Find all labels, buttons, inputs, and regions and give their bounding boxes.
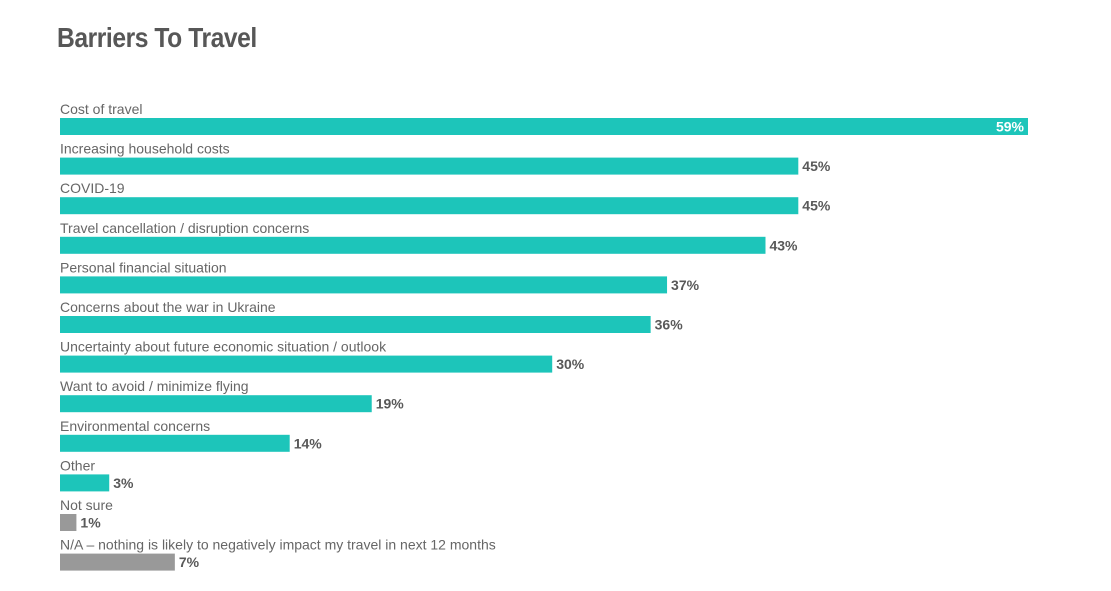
chart-title: Barriers To Travel <box>57 22 257 53</box>
data-label: 3% <box>113 475 134 491</box>
data-label: 7% <box>179 554 200 570</box>
data-label: 1% <box>80 515 101 531</box>
data-label: 30% <box>556 356 585 372</box>
bar <box>60 553 175 571</box>
category-label: Want to avoid / minimize flying <box>60 378 249 394</box>
data-label: 37% <box>671 277 700 293</box>
data-label: 43% <box>769 237 798 253</box>
data-label: 45% <box>802 198 831 214</box>
data-label: 14% <box>294 435 323 451</box>
data-label: 19% <box>376 396 405 412</box>
category-label: N/A – nothing is likely to negatively im… <box>60 537 496 553</box>
bar <box>60 236 766 254</box>
bar <box>60 434 290 452</box>
bar <box>60 474 110 492</box>
category-label: Travel cancellation / disruption concern… <box>60 220 309 236</box>
bar <box>60 118 1028 135</box>
category-label: Increasing household costs <box>60 141 230 157</box>
data-label: 36% <box>655 317 684 333</box>
bar <box>60 276 668 294</box>
category-label: Cost of travel <box>60 101 142 117</box>
bar <box>60 355 553 373</box>
bar <box>60 316 651 333</box>
bar <box>60 514 77 531</box>
category-label: Environmental concerns <box>60 418 210 434</box>
category-label: Personal financial situation <box>60 259 227 275</box>
category-label: Not sure <box>60 497 113 513</box>
bar <box>60 157 799 175</box>
data-label: 59% <box>996 119 1025 135</box>
data-label: 45% <box>802 158 831 174</box>
category-label: COVID-19 <box>60 180 125 196</box>
bar <box>60 395 372 413</box>
bar <box>60 197 799 215</box>
category-label: Concerns about the war in Ukraine <box>60 299 276 315</box>
category-label: Uncertainty about future economic situat… <box>60 339 387 355</box>
category-label: Other <box>60 457 95 473</box>
